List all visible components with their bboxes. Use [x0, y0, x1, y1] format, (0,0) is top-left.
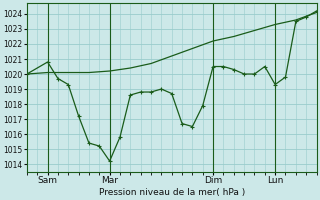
X-axis label: Pression niveau de la mer( hPa ): Pression niveau de la mer( hPa ): [99, 188, 245, 197]
